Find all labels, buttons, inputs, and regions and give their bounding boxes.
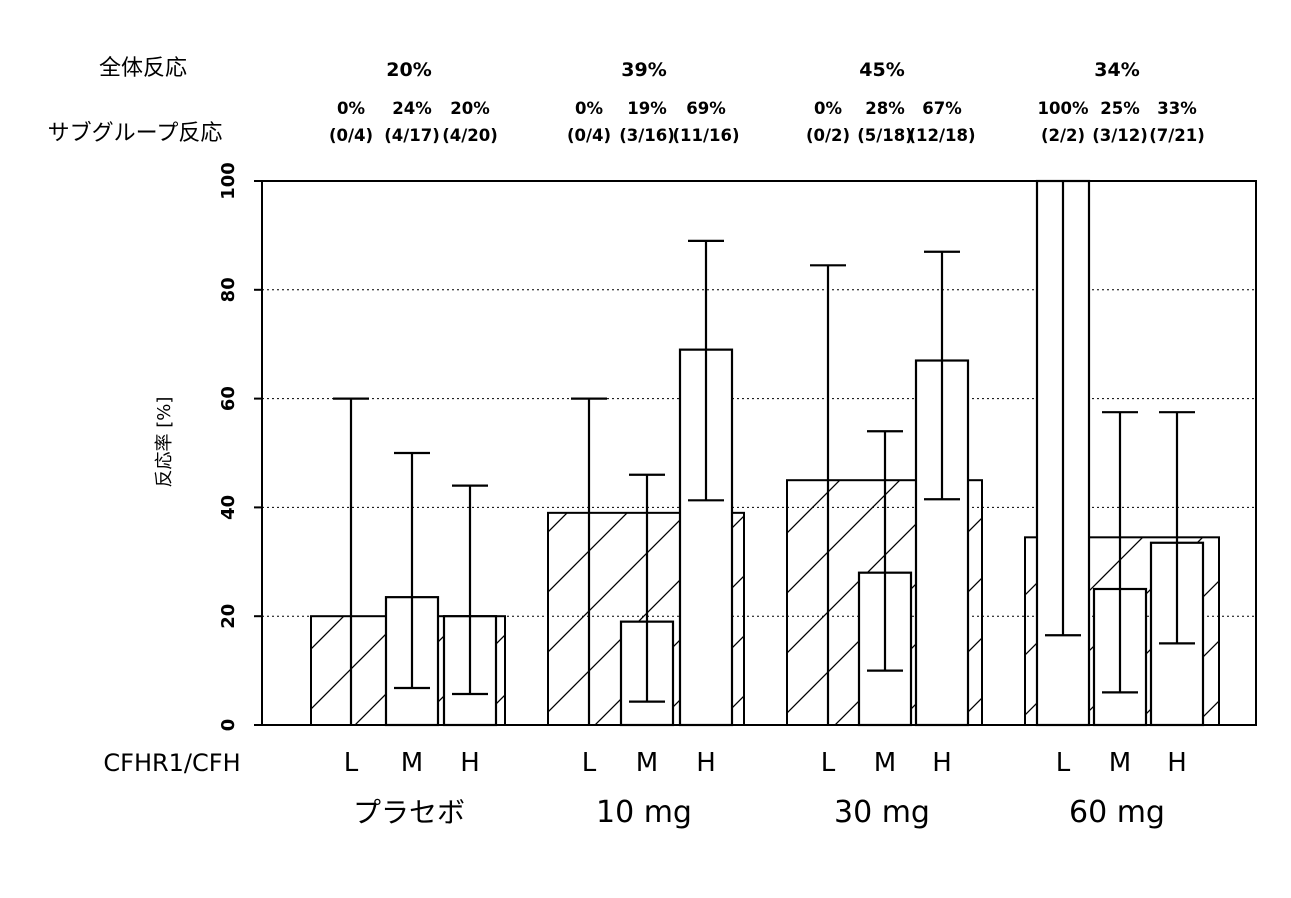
subgroup-pct-label: 0% <box>575 99 603 118</box>
subgroup-count-label: (4/20) <box>442 126 498 145</box>
error-bar-3-2 <box>1159 411 1195 645</box>
subgroup-pct-label: 33% <box>1157 99 1197 118</box>
error-bar-1-1 <box>629 473 665 703</box>
error-bar-3-0 <box>1045 181 1081 637</box>
y-tick-label: 100 <box>218 162 239 200</box>
x-level-label: M <box>874 748 896 778</box>
x-level-label: M <box>636 748 658 778</box>
error-bar-0-2 <box>452 484 488 696</box>
x-level-label: L <box>821 748 836 778</box>
subgroup-bar-1-2 <box>678 348 734 727</box>
x-level-label: M <box>1109 748 1131 778</box>
subgroup-pct-label: 25% <box>1100 99 1140 118</box>
subgroup-count-label: (0/4) <box>329 126 373 145</box>
y-tick-label: 40 <box>218 495 239 520</box>
y-tick-label: 20 <box>218 604 239 629</box>
response-annotations: 0% (0/4) 24% (4/17) 20% (4/20) 20% 0% (0/4) 19% (3… <box>329 59 1205 145</box>
subgroup-count-label: (3/12) <box>1092 126 1148 145</box>
x-level-label: L <box>582 748 597 778</box>
plot-frame <box>261 180 1257 726</box>
overall-response-row-label: 全体反応 <box>99 56 187 81</box>
x-axis-label: CFHR1/CFH <box>103 749 240 777</box>
error-bar-2-1 <box>867 430 903 672</box>
subgroup-pct-label: 100% <box>1038 99 1089 118</box>
overall-pct-label: 20% <box>386 59 431 81</box>
group-name-label: 10 mg <box>596 795 692 830</box>
x-level-label: H <box>1167 748 1187 778</box>
group-name-label: 60 mg <box>1069 795 1165 830</box>
subgroup-pct-label: 0% <box>814 99 842 118</box>
subgroup-count-label: (0/4) <box>567 126 611 145</box>
subgroup-response-row-label: サブグループ反応 <box>48 121 223 146</box>
plot-border <box>261 180 1257 726</box>
error-bar-2-2 <box>924 250 960 501</box>
subgroup-pct-label: 19% <box>627 99 667 118</box>
error-bars <box>333 181 1195 725</box>
y-tick-label: 0 <box>218 719 239 732</box>
subgroup-count-label: (3/16) <box>619 126 675 145</box>
error-bar-1-0 <box>571 397 607 725</box>
subgroup-count-label: (12/18) <box>908 126 975 145</box>
subgroup-count-label: (2/2) <box>1041 126 1085 145</box>
x-level-label: H <box>696 748 716 778</box>
x-level-label: H <box>932 748 952 778</box>
error-bar-2-0 <box>810 264 846 725</box>
subgroup-count-label: (0/2) <box>806 126 850 145</box>
error-bar-0-1 <box>394 451 430 690</box>
subgroup-count-label: (7/21) <box>1149 126 1205 145</box>
x-level-label: L <box>1056 748 1071 778</box>
group-name-label: 30 mg <box>834 795 930 830</box>
x-level-label: L <box>344 748 359 778</box>
y-axis-label: 反応率 [%] <box>154 397 175 488</box>
error-bar-3-1 <box>1102 411 1138 694</box>
group-name-label: プラセボ <box>353 796 465 829</box>
subgroup-pct-label: 20% <box>450 99 490 118</box>
subgroup-pct-label: 28% <box>865 99 905 118</box>
x-level-label: H <box>460 748 480 778</box>
subgroup-pct-label: 67% <box>922 99 962 118</box>
subgroup-count-label: (4/17) <box>384 126 440 145</box>
error-bar-0-0 <box>333 397 369 725</box>
y-tick-label: 60 <box>218 386 239 411</box>
y-tick-label: 80 <box>218 277 239 302</box>
subgroup-pct-label: 69% <box>686 99 726 118</box>
subgroup-count-label: (5/18) <box>857 126 913 145</box>
error-bar-1-2 <box>688 239 724 502</box>
subgroup-count-label: (11/16) <box>672 126 739 145</box>
overall-pct-label: 45% <box>859 59 904 81</box>
subgroup-pct-label: 24% <box>392 99 432 118</box>
x-level-label: M <box>401 748 423 778</box>
overall-pct-label: 34% <box>1094 59 1139 81</box>
y-axis-ticks: 0 20 40 60 80 100 <box>218 162 262 731</box>
subgroup-pct-label: 0% <box>337 99 365 118</box>
overall-pct-label: 39% <box>621 59 666 81</box>
